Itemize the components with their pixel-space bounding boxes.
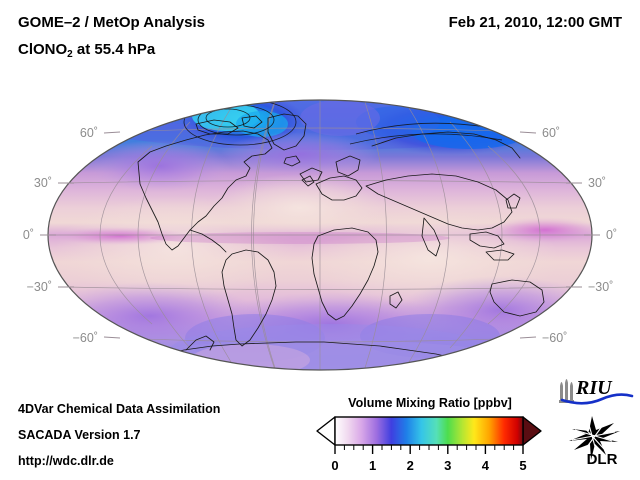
colorbar-tick-4: 4: [482, 458, 490, 473]
riu-logo: RIU: [559, 377, 634, 405]
page-title: GOME–2 / MetOp Analysis: [18, 14, 205, 31]
lat-label-left-30: 30˚: [34, 176, 52, 190]
colorbar-tick-2: 2: [407, 458, 414, 473]
colorbar-minor-ticks: [343, 445, 515, 450]
colorbar-under-arrow: [316, 416, 336, 446]
species-suffix: at 55.4 hPa: [72, 41, 156, 58]
colorbar-title: Volume Mixing Ratio [ppbv]: [348, 396, 512, 410]
coastlines: [127, 113, 573, 367]
colorbar-tick-1: 1: [369, 458, 376, 473]
footer-line-version: SACADA Version 1.7: [18, 428, 141, 442]
colorbar-over-arrow: [522, 416, 542, 446]
value-contours: [183, 100, 503, 146]
lat-label-left-m60: −60˚: [73, 331, 98, 345]
colorbar-major-ticks: [334, 445, 524, 454]
footer-line-url[interactable]: http://wdc.dlr.de: [18, 454, 114, 468]
lat-label-left-60: 60˚: [80, 126, 98, 140]
lat-label-left-0: 0˚: [23, 228, 34, 242]
colorbar-tick-3: 3: [444, 458, 451, 473]
data-field: [48, 100, 592, 370]
colorbar-tick-5: 5: [519, 458, 526, 473]
colorbar: Volume Mixing Ratio [ppbv]: [305, 396, 555, 473]
lat-label-right-60: 60˚: [542, 126, 560, 140]
map-panel: 60˚ 30˚ 0˚ −30˚ −60˚ 60˚ 30˚ 0˚ −30˚ −60…: [0, 88, 640, 383]
timestamp-label: Feb 21, 2010, 12:00 GMT: [448, 14, 622, 31]
riu-swoosh-icon: [560, 393, 634, 405]
dlr-mark-icon: [569, 416, 620, 460]
species-subtitle: ClONO2 at 55.4 hPa: [18, 41, 156, 60]
lat-ticks: [40, 131, 600, 339]
species-subscript: 2: [67, 49, 73, 60]
dlr-logo-text: DLR: [587, 451, 618, 468]
lat-label-right-30: 30˚: [588, 176, 606, 190]
riu-logo-text: RIU: [575, 377, 613, 399]
colorbar-tick-0: 0: [331, 458, 338, 473]
footer-line-method: 4DVar Chemical Data Assimilation: [18, 402, 221, 416]
lat-label-right-0: 0˚: [606, 228, 617, 242]
lat-label-right-m30: −30˚: [588, 280, 613, 294]
colorbar-svg: 0 1 2 3 4 5: [316, 416, 542, 473]
lat-label-left-m30: −30˚: [27, 280, 52, 294]
colorbar-gradient: [334, 416, 524, 446]
mollweide-map: 60˚ 30˚ 0˚ −30˚ −60˚ 60˚ 30˚ 0˚ −30˚ −60…: [23, 99, 617, 371]
lat-label-right-m60: −60˚: [542, 331, 567, 345]
species-prefix: ClONO: [18, 41, 68, 58]
dlr-logo: DLR: [569, 416, 620, 468]
graticule-meridians: [99, 100, 541, 370]
